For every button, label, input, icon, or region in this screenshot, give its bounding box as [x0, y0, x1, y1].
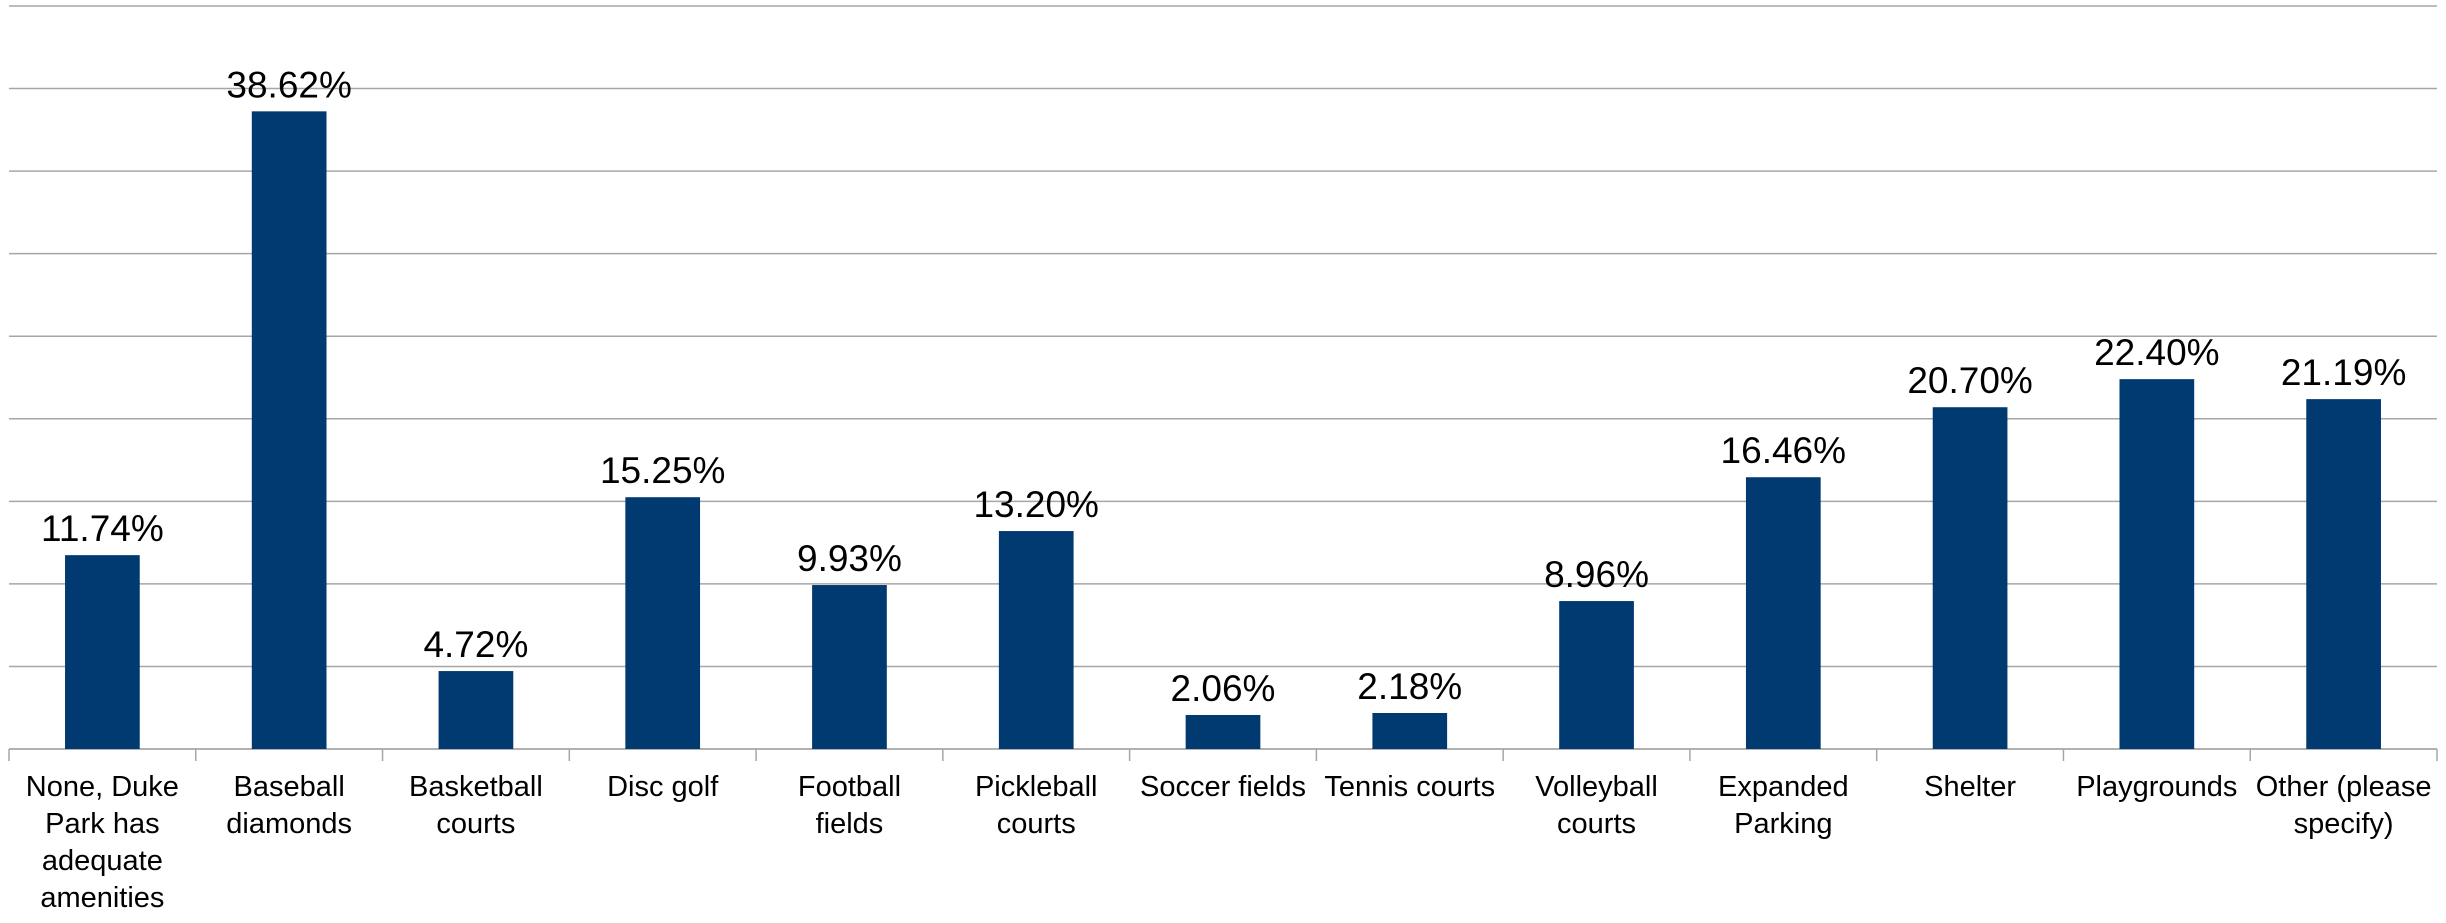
- data-label: 22.40%: [2094, 332, 2220, 373]
- bar: [1185, 714, 1261, 749]
- bar: [2119, 379, 2195, 749]
- x-tick-label: Baseball diamonds: [226, 771, 353, 840]
- bar: [812, 585, 887, 749]
- data-label: 2.18%: [1357, 666, 1462, 707]
- bar: [1932, 407, 2008, 749]
- bar: [1745, 477, 1821, 749]
- data-label: 20.70%: [1907, 360, 2033, 401]
- data-label: 2.06%: [1171, 668, 1276, 709]
- data-label: 15.25%: [600, 450, 726, 491]
- bar: [438, 671, 514, 749]
- x-tick-label: Tennis courts: [1324, 771, 1496, 803]
- x-tick-label: Basketball courts: [409, 771, 543, 840]
- x-tick-label: Volleyball courts: [1535, 771, 1658, 840]
- x-tick-label: Football fields: [797, 771, 902, 840]
- data-label: 4.72%: [423, 624, 528, 665]
- x-tick-label: Expanded Parking: [1717, 771, 1849, 840]
- x-tick-label: None, Duke Park has adequate amenities: [25, 771, 179, 914]
- bar: [625, 497, 701, 749]
- bar: [998, 531, 1074, 749]
- bar: [1372, 713, 1448, 749]
- x-tick-label: Disc golf: [607, 771, 719, 803]
- bar: [2306, 399, 2381, 749]
- data-label: 38.62%: [226, 64, 352, 105]
- data-label: 9.93%: [797, 538, 902, 579]
- x-tick-label: Playgrounds: [2076, 771, 2238, 803]
- data-label: 11.74%: [41, 508, 164, 549]
- data-label: 16.46%: [1721, 430, 1847, 471]
- bar: [1559, 601, 1634, 749]
- data-label: 13.20%: [973, 484, 1099, 525]
- x-tick-label: Soccer fields: [1139, 771, 1306, 803]
- x-tick-label: Other (please specify): [2255, 771, 2432, 840]
- bar: [251, 111, 327, 750]
- data-label: 21.19%: [2281, 352, 2407, 393]
- x-tick-label: Pickleball courts: [974, 771, 1098, 840]
- bar: [65, 555, 140, 749]
- x-tick-label: Shelter: [1924, 771, 2017, 803]
- data-label: 8.96%: [1544, 554, 1649, 595]
